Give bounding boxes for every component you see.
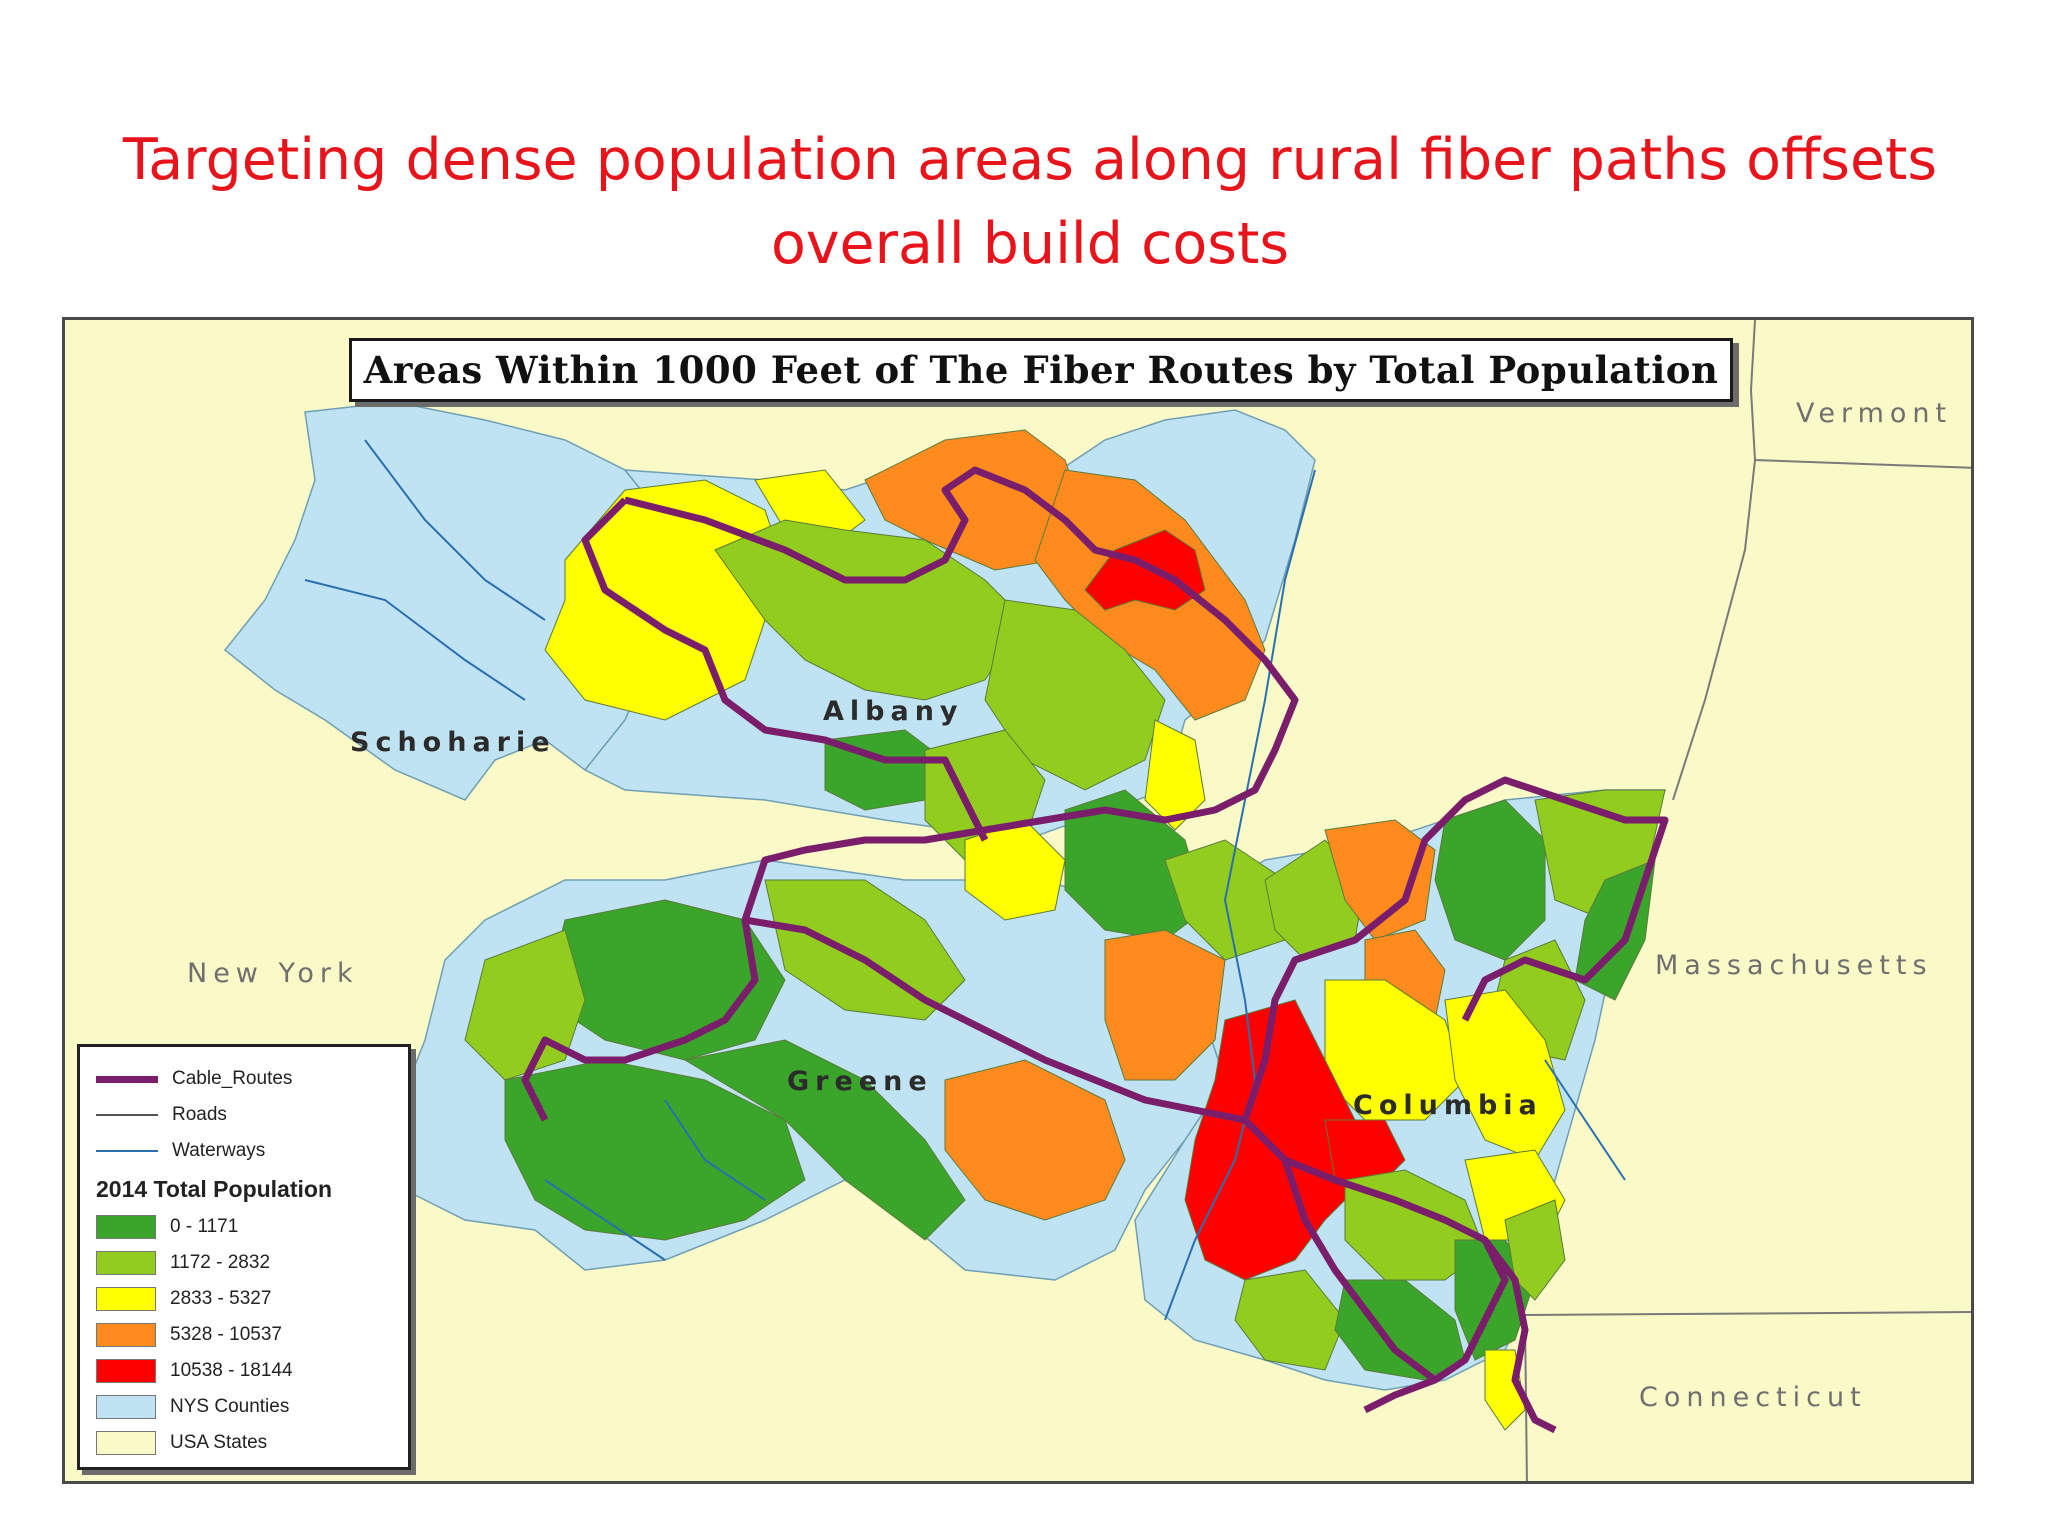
road-line-icon <box>96 1114 158 1116</box>
ny-ma-border <box>1672 459 1756 801</box>
pop-area <box>1064 789 1206 941</box>
state-label-connecticut: Connecticut <box>1639 1382 1867 1413</box>
county-label-schoharie: Schoharie <box>350 727 556 758</box>
legend-item-pop-10538-18144: 10538 - 18144 <box>96 1353 392 1389</box>
pop-area <box>683 1039 966 1241</box>
cable-route <box>744 916 1246 1124</box>
legend-label: Roads <box>172 1104 227 1125</box>
cable-route <box>581 497 989 842</box>
legend-swatch <box>96 1359 156 1383</box>
legend-swatch <box>96 1287 156 1311</box>
ma-ct-border <box>1524 1311 1971 1316</box>
legend-label: USA States <box>170 1432 268 1453</box>
legend-label: Cable_Routes <box>172 1068 293 1089</box>
state-label-massachusetts: Massachusetts <box>1655 950 1933 981</box>
legend-swatch <box>96 1215 156 1239</box>
slide-title-line-1: Targeting dense population areas along r… <box>122 127 1938 193</box>
state-label-new-york: New York <box>187 958 359 989</box>
cable-route <box>1482 1237 1557 1434</box>
legend-label: 1172 - 2832 <box>170 1252 271 1273</box>
pop-area <box>1084 529 1206 611</box>
map-frame: Areas Within 1000 Feet of The Fiber Rout… <box>62 317 1974 1484</box>
slide-title-line-2: overall build costs <box>770 211 1290 277</box>
pop-area <box>944 1059 1126 1221</box>
state-label-vermont: Vermont <box>1796 398 1953 429</box>
cable-route <box>1241 776 1669 1122</box>
pop-area <box>1184 999 1366 1281</box>
legend-label: NYS Counties <box>170 1396 290 1417</box>
pop-area <box>1104 929 1226 1081</box>
legend-label: 0 - 1171 <box>170 1216 239 1237</box>
legend-item-pop-0-1171: 0 - 1171 <box>96 1209 392 1245</box>
pop-area <box>1504 1199 1566 1301</box>
cable-routes <box>521 466 1669 1434</box>
cable-route <box>521 466 1299 1122</box>
waterways <box>304 439 1626 1321</box>
pop-area <box>1444 989 1566 1161</box>
pop-area <box>1434 799 1546 961</box>
legend-label: Waterways <box>172 1140 266 1161</box>
waterway-line-icon <box>96 1150 158 1152</box>
legend-item-nys-counties: NYS Counties <box>96 1389 392 1425</box>
cable-route <box>1242 1117 1509 1414</box>
county-label-albany: Albany <box>823 696 964 727</box>
legend-item-usa-states: USA States <box>96 1425 392 1461</box>
pop-area <box>544 479 786 721</box>
legend-swatch <box>96 1431 156 1455</box>
county-label-columbia: Columbia <box>1353 1090 1543 1121</box>
pop-area <box>1324 819 1436 941</box>
vermont-border <box>1749 320 1971 469</box>
legend-swatch <box>96 1251 156 1275</box>
county-label-greene: Greene <box>787 1066 933 1097</box>
legend-item-pop-2833-5327: 2833 - 5327 <box>96 1281 392 1317</box>
legend-item-waterways: Waterways <box>96 1133 392 1169</box>
pop-area <box>984 599 1166 791</box>
map-canvas <box>223 320 1971 1481</box>
pop-area <box>764 879 966 1021</box>
legend-item-pop-5328-10537: 5328 - 10537 <box>96 1317 392 1353</box>
county-schoharie-region <box>223 401 666 801</box>
legend-swatch <box>96 1323 156 1347</box>
map-legend: Cable_Routes Roads Waterways 2014 Total … <box>77 1044 411 1470</box>
cable-route <box>1281 1158 1438 1383</box>
slide-title: Targeting dense population areas along r… <box>100 118 1960 286</box>
legend-label: 2833 - 5327 <box>170 1288 272 1309</box>
legend-item-pop-1172-2832: 1172 - 2832 <box>96 1245 392 1281</box>
legend-item-cable-routes: Cable_Routes <box>96 1061 392 1097</box>
legend-label: 5328 - 10537 <box>170 1324 282 1345</box>
legend-label: 10538 - 18144 <box>170 1360 293 1381</box>
pop-area <box>1234 1269 1346 1371</box>
cable-route-line-icon <box>96 1075 158 1083</box>
legend-item-roads: Roads <box>96 1097 392 1133</box>
legend-swatch <box>96 1395 156 1419</box>
pop-area <box>504 1059 806 1241</box>
map-title: Areas Within 1000 Feet of The Fiber Rout… <box>349 338 1733 402</box>
legend-heading: 2014 Total Population <box>96 1176 332 1202</box>
